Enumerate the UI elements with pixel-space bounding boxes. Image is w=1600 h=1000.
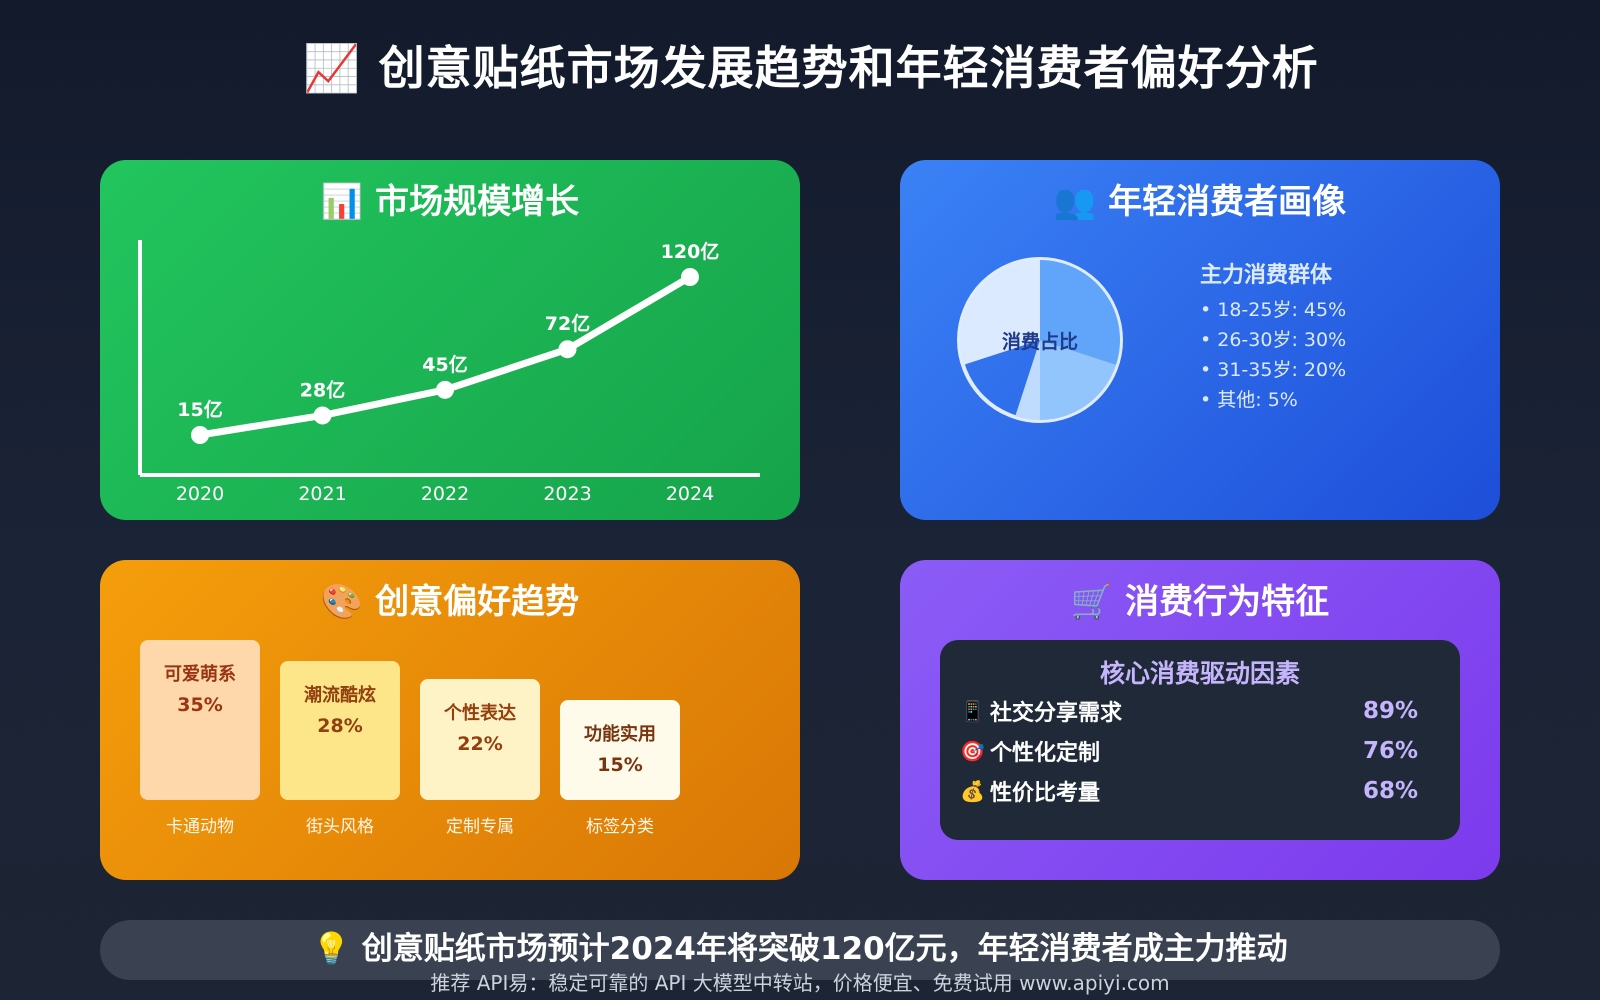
summary-banner: 💡 创意贴纸市场预计2024年将突破120亿元，年轻消费者成主力推动: [100, 920, 1500, 980]
x-tick-label: 2020: [176, 483, 224, 505]
driver-row-price: 💰 性价比考量 68%: [960, 774, 1418, 808]
driver-value: 76%: [1362, 738, 1418, 764]
preference-name: 个性表达: [444, 703, 516, 724]
preference-bar: 个性表达 22%: [420, 679, 540, 800]
x-tick-label: 2024: [666, 483, 714, 505]
consumer-group-list: 主力消费群体 • 18-25岁: 45% • 26-30岁: 30% • 31-…: [1200, 257, 1346, 415]
driver-panel-title: 核心消费驱动因素: [1099, 659, 1300, 688]
market-card-title: 📊 市场规模增长: [320, 182, 580, 222]
preference-item: 潮流酷炫 28% 街头风格: [280, 560, 400, 880]
market-data-label: 28亿: [300, 378, 345, 401]
mobile-phone-icon: 📱: [960, 699, 985, 723]
market-data-point: [558, 340, 577, 359]
driver-row-custom: 🎯 个性化定制 76%: [960, 734, 1418, 768]
preference-percent: 15%: [597, 754, 643, 776]
market-data-label: 120亿: [661, 240, 720, 263]
pie-svg: [957, 257, 1123, 423]
pie-slice: [1040, 340, 1117, 420]
preference-trend-card: 🎨 创意偏好趋势 可爱萌系 35% 卡通动物 潮流酷炫 28% 街头风格 个性表达 22% 定制…: [100, 560, 800, 880]
group-item: • 26-30岁: 30%: [1200, 329, 1347, 351]
footer-promo: 推荐 API易：稳定可靠的 API 大模型中转站，价格便宜、免费试用 www.a…: [430, 971, 1170, 995]
driver-value: 68%: [1362, 778, 1418, 804]
market-data-label: 45亿: [422, 353, 467, 376]
x-tick-label: 2021: [298, 483, 346, 505]
preference-subtitle: 街头风格: [306, 817, 374, 837]
pie-slice: [1015, 340, 1040, 420]
preference-name: 功能实用: [584, 724, 656, 745]
money-bag-icon: 💰: [960, 779, 985, 803]
group-title: 主力消费群体: [1200, 263, 1333, 288]
consumer-behavior-card: 🛒 消费行为特征 核心消费驱动因素 📱 社交分享需求 89% 🎯 个性化定制 7…: [900, 560, 1500, 880]
preference-subtitle: 标签分类: [586, 817, 654, 837]
preference-name: 潮流酷炫: [304, 685, 376, 706]
target-icon: 🎯: [960, 739, 985, 763]
preference-bar: 功能实用 15%: [560, 700, 680, 800]
driver-panel: 核心消费驱动因素 📱 社交分享需求 89% 🎯 个性化定制 76% 💰 性价比考…: [940, 640, 1460, 840]
behavior-card-title: 🛒 消费行为特征: [1070, 582, 1330, 622]
preference-name: 可爱萌系: [164, 664, 236, 685]
market-data-point: [313, 406, 332, 425]
preference-item: 个性表达 22% 定制专属: [420, 560, 540, 880]
preference-subtitle: 卡通动物: [166, 817, 234, 837]
driver-row-social: 📱 社交分享需求 89%: [960, 694, 1418, 728]
market-data-label: 15亿: [177, 398, 222, 421]
group-item: • 18-25岁: 45%: [1200, 299, 1347, 321]
pie-center-label: 消费占比: [1001, 330, 1078, 353]
x-tick-label: 2023: [543, 483, 591, 505]
preference-subtitle: 定制专属: [446, 817, 514, 837]
x-tick-label: 2022: [421, 483, 469, 505]
driver-value: 89%: [1362, 698, 1418, 724]
preference-percent: 22%: [457, 733, 503, 755]
preference-percent: 28%: [317, 715, 363, 737]
preference-bar: 可爱萌系 35%: [140, 640, 260, 800]
page-title: 📈 创意贴纸市场发展趋势和年轻消费者偏好分析: [303, 41, 1319, 95]
pie-slice: [1040, 260, 1120, 365]
market-line-chart: 15亿 2020 28亿 2021 45亿 2022 72亿 2023 120亿 2024: [138, 240, 760, 505]
market-data-point: [436, 380, 454, 399]
market-growth-card: 📊 市场规模增长 15亿 2020 28亿 2021 45亿 2022 72亿 2023 120…: [100, 160, 800, 520]
consumer-portrait-card: 👥 年轻消费者画像 消费占比 主力消费群体 • 18-25岁: 45% • 26…: [900, 160, 1500, 520]
market-data-point: [681, 268, 699, 286]
market-data-point: [191, 426, 209, 444]
driver-label: 性价比考量: [990, 781, 1101, 806]
group-item: • 其他: 5%: [1200, 389, 1298, 411]
driver-label: 社交分享需求: [990, 701, 1123, 726]
market-data-label: 72亿: [545, 312, 590, 335]
group-item: • 31-35岁: 20%: [1200, 359, 1347, 381]
preference-card-title: 🎨 创意偏好趋势: [320, 582, 580, 622]
preference-item: 功能实用 15% 标签分类: [560, 560, 680, 880]
preference-percent: 35%: [177, 694, 223, 716]
driver-label: 个性化定制: [990, 741, 1101, 766]
pie-outline: [957, 257, 1123, 423]
consumer-card-title: 👥 年轻消费者画像: [1053, 182, 1347, 222]
preference-bar: 潮流酷炫 28%: [280, 661, 400, 800]
age-pie-chart: 消费占比: [955, 255, 1125, 425]
preference-item: 可爱萌系 35% 卡通动物: [140, 560, 260, 880]
